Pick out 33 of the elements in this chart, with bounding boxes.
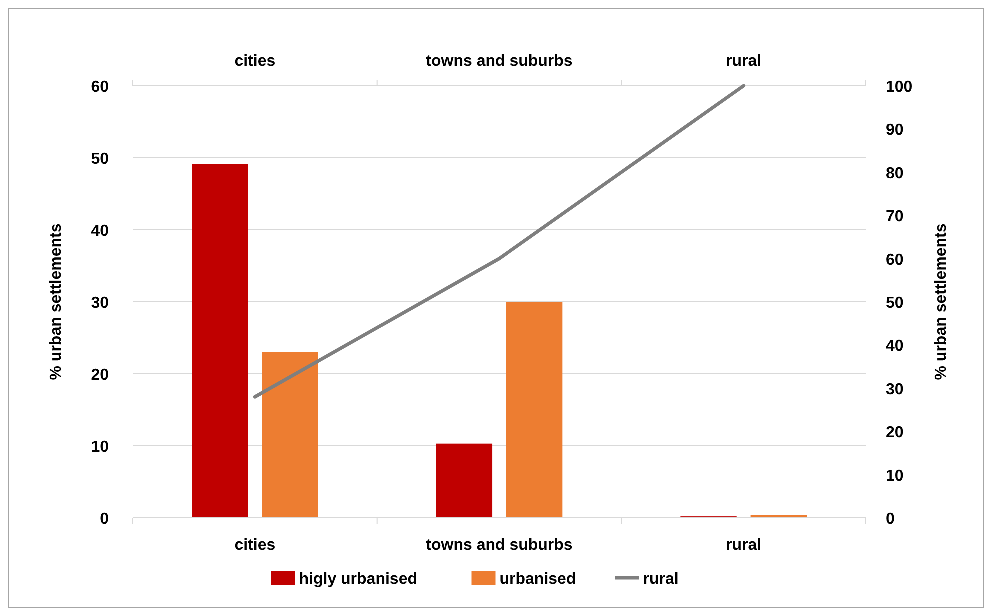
- category-label: rural: [726, 537, 762, 554]
- y2-tick-label: 50: [886, 295, 904, 312]
- category-label: towns and suburbs: [426, 537, 573, 554]
- y-axis-title: % urban settlements: [48, 224, 65, 380]
- y2-tick-label: 90: [886, 122, 904, 140]
- bar: [262, 352, 318, 518]
- category-label: cities: [234, 537, 276, 554]
- legend-label: urbanised: [500, 571, 576, 588]
- legend-label: rural: [643, 571, 679, 588]
- y2-axis-title: % urban settlements: [933, 224, 950, 380]
- y2-tick-label: 100: [886, 79, 913, 96]
- y-tick-label: 40: [91, 223, 110, 240]
- y-tick-label: 20: [91, 367, 110, 384]
- y2-tick-label: 20: [886, 424, 904, 442]
- y-tick-label: 60: [91, 79, 110, 96]
- y2-tick-label: 30: [886, 381, 904, 398]
- bar: [506, 302, 563, 518]
- y-tick-label: 10: [91, 439, 110, 456]
- legend-label: higly urbanised: [299, 571, 418, 588]
- y2-tick-label: 40: [886, 338, 904, 356]
- y2-tick-label: 10: [886, 468, 904, 485]
- bar: [436, 444, 493, 518]
- y2-tick-label: 80: [886, 165, 904, 182]
- y2-tick-label: 70: [886, 208, 904, 226]
- y-tick-label: 30: [91, 295, 110, 312]
- x-tick-label: cities: [234, 53, 276, 70]
- x-tick-label: rural: [726, 53, 762, 70]
- y2-tick-label: 0: [886, 511, 895, 528]
- y-tick-label: 50: [91, 151, 110, 168]
- y2-tick-label: 60: [886, 252, 904, 269]
- y-tick-label: 0: [100, 511, 110, 528]
- x-tick-label: towns and suburbs: [426, 53, 573, 70]
- bar: [192, 164, 248, 518]
